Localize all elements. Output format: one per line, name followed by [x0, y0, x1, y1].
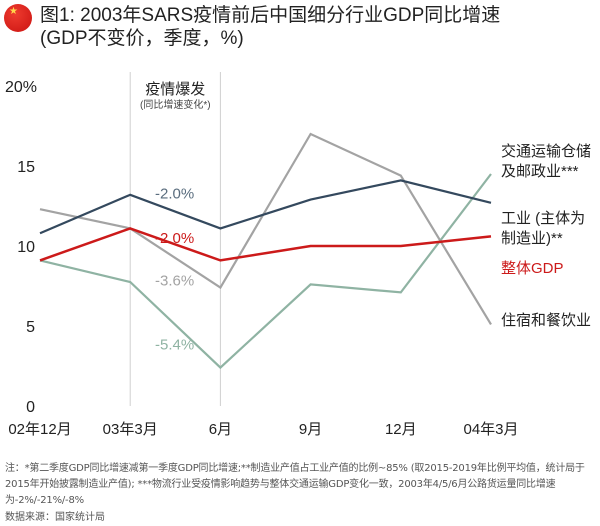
footnote: 注：*第二季度GDP同比增速减第一季度GDP同比增速;**制造业产值占工业产值的…: [5, 463, 585, 506]
y-tick-label: 0: [26, 399, 35, 416]
band-label: 疫情爆发: [145, 81, 205, 98]
series-line: [39, 173, 492, 370]
x-tick-label: 02年12月: [8, 421, 71, 438]
series-line: [39, 132, 492, 325]
legend-label: 住宿和餐饮业: [501, 312, 591, 329]
change-annotation: -2.0%: [155, 230, 194, 247]
highlight-band: 疫情爆发(同比增速变化*): [129, 72, 221, 406]
legend-label: 及邮政业***: [501, 163, 579, 180]
band-sublabel: (同比增速变化*): [140, 98, 211, 111]
series-line: [39, 227, 492, 262]
chart-title: 图1: 2003年SARS疫情前后中国细分行业GDP同比增速: [40, 5, 501, 26]
legend-label: 制造业)**: [501, 230, 563, 247]
legend-label: 整体GDP: [501, 260, 564, 277]
y-tick-label: 20%: [5, 79, 37, 96]
series-lines: -5.4% -2.0% -2.0% -3.6%: [39, 132, 492, 370]
china-flag-icon: ★: [4, 4, 32, 32]
x-tick-label: 03年3月: [103, 421, 158, 438]
chart-subtitle: (GDP不变价，季度，%): [40, 28, 244, 49]
y-axis: 0 5 10 15 20%: [5, 79, 37, 416]
y-tick-label: 10: [17, 239, 35, 256]
y-tick-label: 15: [17, 159, 35, 176]
series-line: [39, 179, 492, 235]
legend-label: 交通运输仓储: [501, 142, 591, 160]
change-annotation: -2.0%: [155, 186, 194, 203]
change-annotation: -5.4%: [155, 336, 194, 353]
data-source: 数据来源：国家统计局: [5, 512, 105, 523]
y-tick-label: 5: [26, 319, 35, 336]
x-tick-label: 12月: [385, 421, 417, 438]
x-tick-label: 6月: [209, 421, 232, 438]
change-annotation: -3.6%: [155, 272, 194, 289]
x-tick-label: 04年3月: [463, 421, 518, 438]
legend-label: 工业 (主体为: [501, 210, 585, 227]
x-axis: 02年12月 03年3月 6月 9月 12月 04年3月: [8, 421, 518, 438]
x-tick-label: 9月: [299, 421, 322, 438]
